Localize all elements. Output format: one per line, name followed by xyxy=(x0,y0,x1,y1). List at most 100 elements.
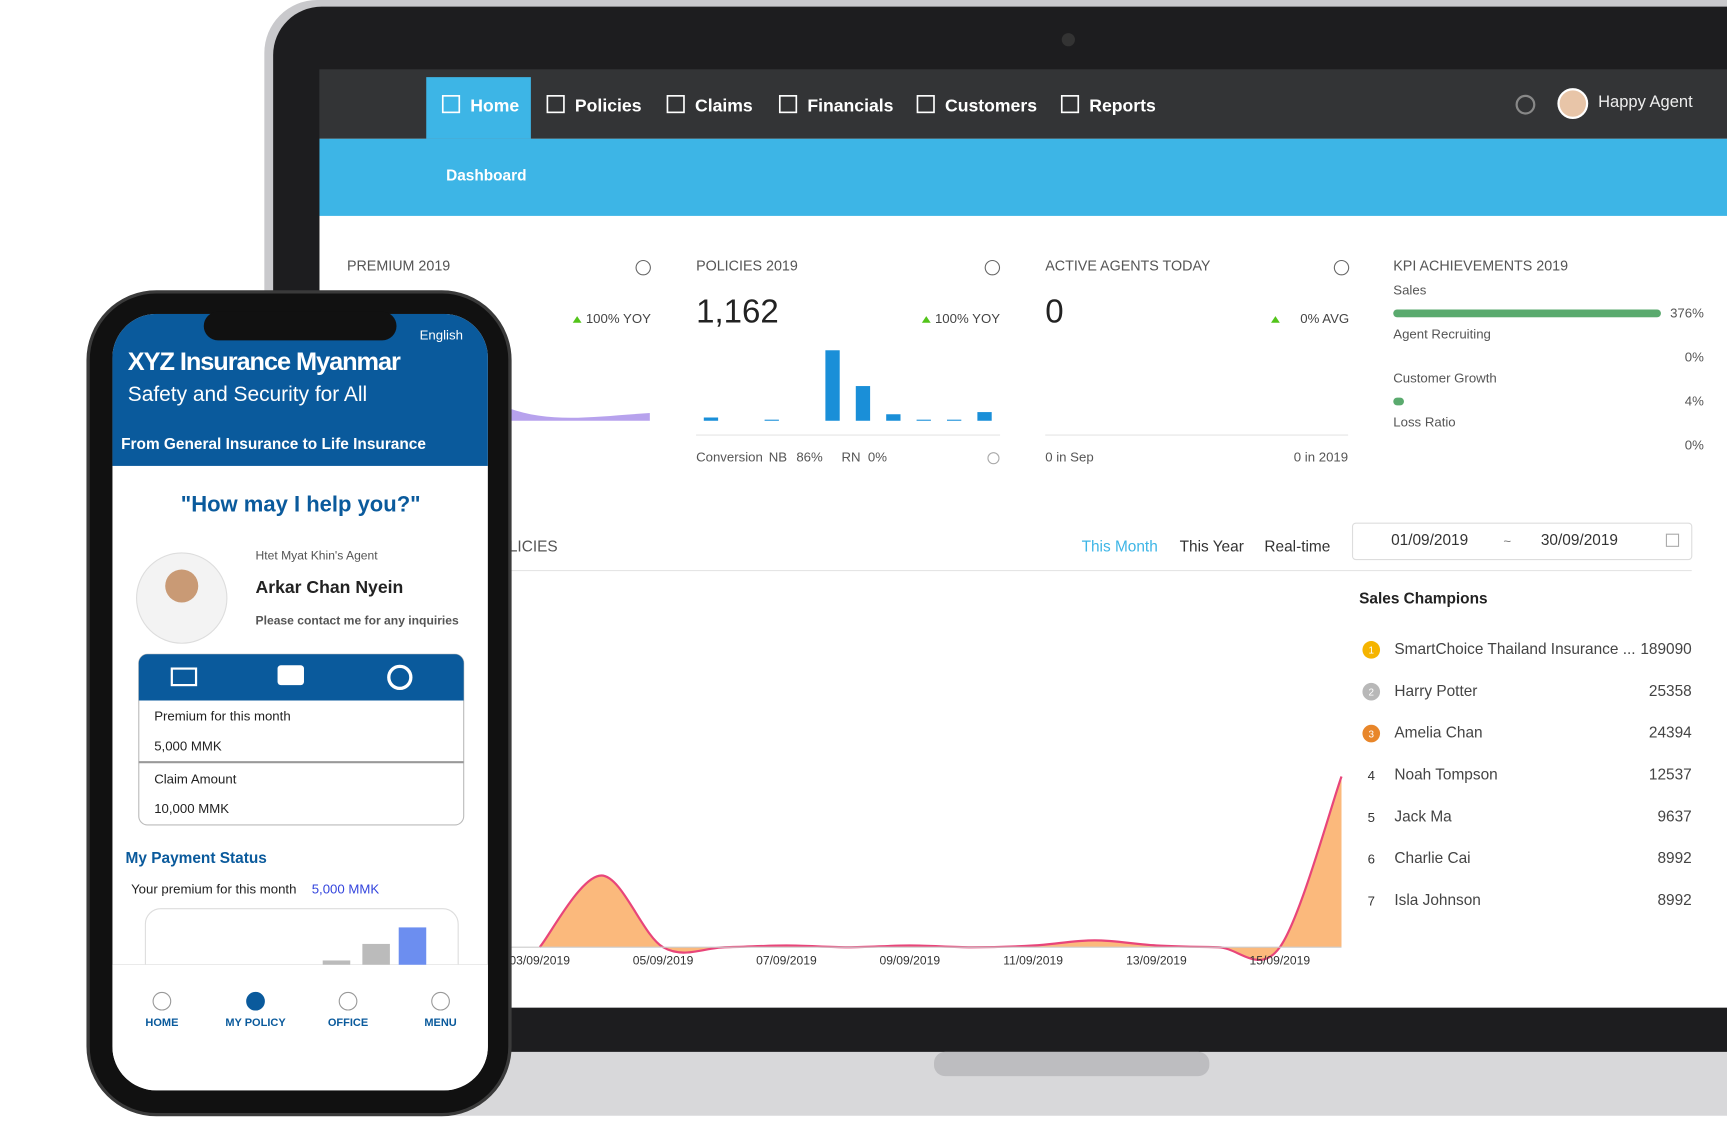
up-arrow xyxy=(921,316,931,323)
chat-icon[interactable] xyxy=(277,665,304,686)
kpi-bar xyxy=(1393,397,1404,406)
nav-icon[interactable] xyxy=(916,95,935,114)
nav-item: Financials xyxy=(807,96,893,116)
help-icon xyxy=(987,452,1000,465)
card-footer: NB xyxy=(769,450,788,465)
item-label: Claim Amount xyxy=(154,771,237,786)
nav-item: Reports xyxy=(1089,96,1156,116)
phone-icon[interactable] xyxy=(387,664,413,691)
champion-value: 12537 xyxy=(1649,766,1692,783)
x-tick-label: 13/09/2019 xyxy=(1126,954,1187,968)
screen: Home Policies Claims Financials Customers Rep… xyxy=(319,69,1727,1008)
contact-note: Please contact me for any inquiries xyxy=(256,613,460,627)
card-footer: RN xyxy=(841,450,860,465)
champion-value: 24394 xyxy=(1649,725,1692,742)
champion-name: Jack Ma xyxy=(1394,808,1452,825)
x-tick-label: 15/09/2019 xyxy=(1250,954,1311,968)
camera xyxy=(1061,33,1075,47)
line xyxy=(538,776,1343,961)
card-footer: 0 in 2019 xyxy=(1294,450,1348,465)
nav-item: OFFICE xyxy=(328,1017,368,1029)
card-value: 1,162 xyxy=(696,294,779,331)
date-sep: ~ xyxy=(1503,533,1511,548)
info-icon xyxy=(635,259,651,276)
bar xyxy=(322,960,351,965)
payment-title: My Payment Status xyxy=(126,850,267,867)
nav-icon[interactable] xyxy=(546,95,565,114)
agent-of: Htet Myat Khin's Agent xyxy=(256,548,379,562)
nav-icon[interactable] xyxy=(441,95,461,114)
rank: 1 xyxy=(1368,646,1374,657)
item-label: Premium for this month xyxy=(154,709,290,724)
nav-item: Customers xyxy=(945,96,1037,116)
bell-icon[interactable] xyxy=(1515,94,1536,115)
kpi-name: Agent Recruiting xyxy=(1393,326,1491,341)
nav-icon[interactable] xyxy=(338,991,358,1011)
tab: This Year xyxy=(1180,538,1244,555)
mail-icon[interactable] xyxy=(170,667,198,687)
sub-nav xyxy=(319,138,1727,216)
kpi-value: 4% xyxy=(1685,394,1704,409)
rank: 2 xyxy=(1368,687,1374,698)
nav-icon[interactable] xyxy=(431,991,450,1011)
bar xyxy=(916,419,931,421)
item-value: 10,000 MMK xyxy=(154,801,229,816)
date-range[interactable] xyxy=(1351,522,1693,561)
nav-icon[interactable] xyxy=(246,991,265,1011)
x-tick-label: 07/09/2019 xyxy=(756,954,817,968)
card-change: 0% AVG xyxy=(1300,311,1349,326)
laptop-notch xyxy=(933,1051,1210,1077)
bar xyxy=(977,412,992,421)
notch xyxy=(203,311,397,341)
medal xyxy=(1362,641,1381,659)
champion-name: Harry Potter xyxy=(1394,683,1477,700)
rank: 3 xyxy=(1368,729,1374,740)
kpi-name: Loss Ratio xyxy=(1393,414,1455,429)
banner: From General Insurance to Life Insurance xyxy=(121,436,426,453)
card-change: 100% YOY xyxy=(935,311,1000,326)
nav-icon[interactable] xyxy=(778,95,798,114)
nav-icon[interactable] xyxy=(152,991,172,1011)
kpi-bar xyxy=(1393,309,1661,318)
bar xyxy=(886,414,901,421)
kpi-name: Sales xyxy=(1393,282,1426,297)
rank: 7 xyxy=(1368,894,1375,909)
help-heading: "How may I help you?" xyxy=(181,491,421,516)
nav-item: Home xyxy=(470,96,519,116)
item-value: 5,000 MMK xyxy=(154,738,222,753)
card-title: KPI ACHIEVEMENTS 2019 xyxy=(1393,258,1568,274)
x-tick-label: 03/09/2019 xyxy=(509,954,570,968)
card-footer: Conversion xyxy=(696,450,763,465)
card-title: POLICIES 2019 xyxy=(696,258,798,274)
medal xyxy=(1362,682,1381,701)
payment-amount: 5,000 MMK xyxy=(312,881,380,896)
active-tab[interactable] xyxy=(426,77,531,139)
avatar[interactable] xyxy=(1557,88,1589,119)
card-footer: 86% xyxy=(796,450,823,465)
phone-screen: English XYZ Insurance Myanmar Safety and S… xyxy=(112,313,488,1091)
champion-value: 25358 xyxy=(1649,683,1692,700)
champion-name: Isla Johnson xyxy=(1394,892,1481,909)
champion-name: Amelia Chan xyxy=(1394,725,1482,742)
calendar-icon[interactable] xyxy=(1665,533,1680,547)
rank: 4 xyxy=(1368,768,1375,783)
rank: 5 xyxy=(1368,810,1375,825)
x-tick-label: 09/09/2019 xyxy=(879,954,940,968)
info-icon xyxy=(1333,259,1350,276)
kpi-value: 0% xyxy=(1685,438,1704,453)
bar xyxy=(855,386,871,421)
rank: 6 xyxy=(1368,852,1375,867)
bar xyxy=(398,927,427,965)
premium-sparkline xyxy=(506,407,650,421)
tab: This Month xyxy=(1082,538,1158,555)
champion-value: 9637 xyxy=(1657,808,1691,825)
card-change: 100% YOY xyxy=(586,311,651,326)
nav-item: Claims xyxy=(695,96,753,116)
x-tick-label: 11/09/2019 xyxy=(1003,954,1063,968)
info-icon xyxy=(984,259,1001,276)
nav-icon[interactable] xyxy=(1060,95,1080,114)
bar xyxy=(825,350,840,421)
date-to: 30/09/2019 xyxy=(1541,532,1618,549)
nav-icon[interactable] xyxy=(666,95,685,114)
